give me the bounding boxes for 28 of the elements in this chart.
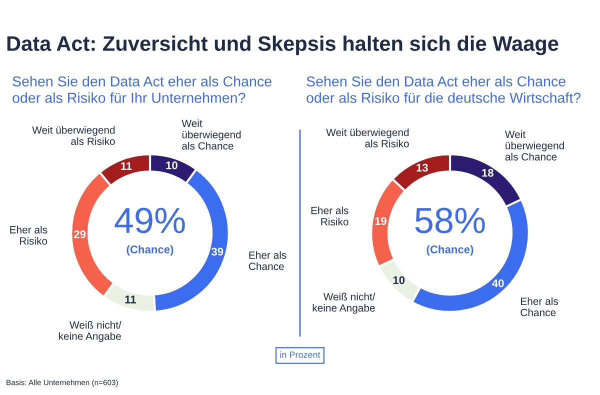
data-label: 29 [74,230,86,238]
text: 49% [114,208,185,234]
slice-label: Weiß nicht/ keine Angabe [312,292,376,314]
text: (Chance) [426,245,474,256]
slice-label: Weit überwiegend als Risiko [326,128,409,148]
slice-label: Eher als Chance [520,297,558,316]
data-label: 19 [375,217,386,226]
slice-label: Weit überwiegend als Risiko [32,126,115,146]
data-label: 13 [416,164,428,172]
text: 58% [415,208,485,234]
data-label: 10 [393,276,405,284]
text: (Chance) [126,245,174,256]
slice-label: Weit überwiegend als Chance [182,119,241,150]
data-label: 40 [492,279,504,288]
slice-label: Weiß nicht/ keine Angabe [58,321,122,342]
data-label: 11 [125,296,136,304]
slice-label: Weit überwiegend als Chance [504,130,564,161]
data-label: 11 [121,162,132,170]
data-label: 10 [166,161,178,170]
chart-title: Data Act: Zuversicht und Skepsis halten sich die Waage [7,36,558,56]
data-label: 39 [211,248,224,256]
chart-subtitle: Sehen Sie den Data Act eher als Chance oder als Risiko für die deutsche Wirtschaft? [306,76,581,103]
data-label: 18 [482,168,494,177]
slice-label: Eher als Risiko [311,206,348,226]
slice-label: Eher als Risiko [10,226,48,245]
chart-subtitle: Sehen Sie den Data Act eher als Chance oder als Risiko für Ihr Unternehmen? [12,76,272,103]
text: in Prozent [280,351,320,358]
slice-label: Eher als Chance [248,251,286,270]
